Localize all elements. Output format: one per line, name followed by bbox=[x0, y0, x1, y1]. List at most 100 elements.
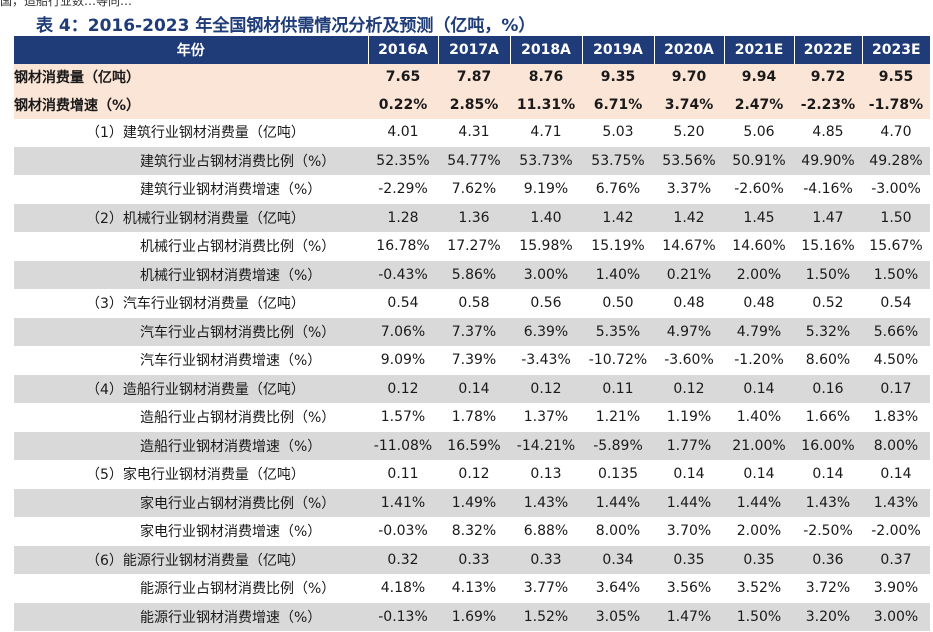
table-row: 造船行业钢材消费增速（%） -11.08% 16.59% -14.21% -5.89% 1… bbox=[14, 431, 930, 461]
table-cell: 0.12 bbox=[654, 374, 724, 404]
table-cell: 53.73% bbox=[510, 146, 582, 176]
table-row: 汽车行业钢材消费增速（%） 9.09% 7.39% -3.43% -10.72% -3.6… bbox=[14, 346, 930, 375]
table-cell: -3.60% bbox=[654, 346, 724, 375]
row-label: 机械行业钢材消费增速（%） bbox=[14, 260, 368, 290]
table-cell: 1.47% bbox=[654, 602, 724, 632]
table-cell: -2.29% bbox=[368, 175, 438, 204]
table-cell: 6.71% bbox=[582, 91, 654, 119]
cropped-previous-text: 国，造船行业数…等同… bbox=[0, 0, 133, 8]
table-row: （4）造船行业钢材消费量（亿吨） 0.12 0.14 0.12 0.11 0.12 0.14… bbox=[14, 374, 930, 404]
table-cell: 15.16% bbox=[794, 232, 862, 261]
table-row: 机械行业占钢材消费比例（%） 16.78% 17.27% 15.98% 15.19% 14… bbox=[14, 232, 930, 261]
table-cell: 0.14 bbox=[654, 460, 724, 489]
table-row: 造船行业占钢材消费比例（%） 1.57% 1.78% 1.37% 1.21% 1.19% 1… bbox=[14, 403, 930, 432]
table-cell: 0.12 bbox=[368, 374, 438, 404]
table-cell: 50.91% bbox=[724, 146, 794, 176]
table-cell: 1.44% bbox=[582, 488, 654, 518]
table-cell: 0.21% bbox=[654, 260, 724, 290]
table-cell: 1.44% bbox=[724, 488, 794, 518]
table-cell: -1.78% bbox=[862, 91, 930, 119]
table-cell: 9.19% bbox=[510, 175, 582, 204]
table-cell: 49.90% bbox=[794, 146, 862, 176]
table-cell: 1.47 bbox=[794, 203, 862, 233]
table-cell: 0.52 bbox=[794, 289, 862, 318]
table-cell: 0.58 bbox=[438, 289, 510, 318]
table-cell: 4.71 bbox=[510, 118, 582, 147]
table-cell: 2.47% bbox=[724, 91, 794, 119]
table-cell: 7.06% bbox=[368, 317, 438, 347]
table-cell: 5.32% bbox=[794, 317, 862, 347]
table-cell: 1.69% bbox=[438, 602, 510, 632]
row-label: 钢材消费量（亿吨） bbox=[14, 63, 368, 91]
table-cell: 1.40% bbox=[724, 403, 794, 432]
table-cell: 0.22% bbox=[368, 91, 438, 119]
header-year-2016A: 2016A bbox=[367, 36, 438, 64]
header-year-2018A: 2018A bbox=[509, 36, 582, 64]
table-cell: 0.33 bbox=[510, 545, 582, 575]
table-cell: 0.36 bbox=[794, 545, 862, 575]
table-cell: 4.79% bbox=[724, 317, 794, 347]
table-cell: 1.43% bbox=[510, 488, 582, 518]
table-cell: 3.64% bbox=[582, 574, 654, 603]
table-cell: 5.20 bbox=[654, 118, 724, 147]
table-cell: 4.97% bbox=[654, 317, 724, 347]
table-cell: 0.35 bbox=[654, 545, 724, 575]
table-cell: 1.42 bbox=[654, 203, 724, 233]
row-label: 建筑行业占钢材消费比例（%） bbox=[14, 146, 368, 176]
table-cell: 1.37% bbox=[510, 403, 582, 432]
table-cell: 3.56% bbox=[654, 574, 724, 603]
table-cell: 21.00% bbox=[724, 431, 794, 461]
table-cell: 8.76 bbox=[510, 63, 582, 91]
table-cell: 8.60% bbox=[794, 346, 862, 375]
table-cell: 54.77% bbox=[438, 146, 510, 176]
table-cell: -14.21% bbox=[510, 431, 582, 461]
table-cell: 6.88% bbox=[510, 517, 582, 546]
table-cell: 0.33 bbox=[438, 545, 510, 575]
table-row: 家电行业钢材消费增速（%） -0.03% 8.32% 6.88% 8.00% 3.70% 2… bbox=[14, 517, 930, 546]
table-cell: 7.65 bbox=[368, 63, 438, 91]
table-row: （6）能源行业钢材消费量（亿吨） 0.32 0.33 0.33 0.34 0.35 0.35… bbox=[14, 545, 930, 575]
table-cell: 0.35 bbox=[724, 545, 794, 575]
table-cell: 4.85 bbox=[794, 118, 862, 147]
table-cell: 0.16 bbox=[794, 374, 862, 404]
table-cell: 1.43% bbox=[862, 488, 930, 518]
table-cell: 16.00% bbox=[794, 431, 862, 461]
table-row: 建筑行业钢材消费增速（%） -2.29% 7.62% 9.19% 6.76% 3.37% -… bbox=[14, 175, 930, 204]
table-cell: 0.12 bbox=[438, 460, 510, 489]
table-cell: -0.13% bbox=[368, 602, 438, 632]
row-label: 家电行业占钢材消费比例（%） bbox=[14, 488, 368, 518]
table-cell: 9.55 bbox=[862, 63, 930, 91]
table-cell: 1.83% bbox=[862, 403, 930, 432]
table-cell: 7.62% bbox=[438, 175, 510, 204]
header-year-2021E: 2021E bbox=[723, 36, 794, 64]
table-cell: -0.03% bbox=[368, 517, 438, 546]
table-row: 机械行业钢材消费增速（%） -0.43% 5.86% 3.00% 1.40% 0.21% 2… bbox=[14, 260, 930, 290]
table-cell: 4.31 bbox=[438, 118, 510, 147]
table-cell: 9.09% bbox=[368, 346, 438, 375]
table-cell: 1.50% bbox=[862, 260, 930, 290]
row-label: 造船行业钢材消费增速（%） bbox=[14, 431, 368, 461]
table-cell: 9.35 bbox=[582, 63, 654, 91]
table-cell: 8.00% bbox=[582, 517, 654, 546]
table-cell: 3.20% bbox=[794, 602, 862, 632]
row-label: （2）机械行业钢材消费量（亿吨） bbox=[14, 203, 368, 233]
table-cell: -2.60% bbox=[724, 175, 794, 204]
table-cell: 0.56 bbox=[510, 289, 582, 318]
table-cell: 1.45 bbox=[724, 203, 794, 233]
table-cell: 53.75% bbox=[582, 146, 654, 176]
table-cell: 0.14 bbox=[724, 374, 794, 404]
table-cell: 0.14 bbox=[724, 460, 794, 489]
table-cell: 4.13% bbox=[438, 574, 510, 603]
table-cell: 8.32% bbox=[438, 517, 510, 546]
table-cell: 9.94 bbox=[724, 63, 794, 91]
table-cell: 7.87 bbox=[438, 63, 510, 91]
table-row: 能源行业占钢材消费比例（%） 4.18% 4.13% 3.77% 3.64% 3.56% 3… bbox=[14, 574, 930, 603]
table-cell: 7.37% bbox=[438, 317, 510, 347]
row-label: （3）汽车行业钢材消费量（亿吨） bbox=[14, 289, 368, 318]
table-cell: 1.40 bbox=[510, 203, 582, 233]
row-label: 机械行业占钢材消费比例（%） bbox=[14, 232, 368, 261]
table-body: 钢材消费量（亿吨） 7.65 7.87 8.76 9.35 9.70 9.94 9.72 9.5… bbox=[14, 63, 930, 632]
table-cell: 5.03 bbox=[582, 118, 654, 147]
table-cell: 0.17 bbox=[862, 374, 930, 404]
table-cell: 0.34 bbox=[582, 545, 654, 575]
